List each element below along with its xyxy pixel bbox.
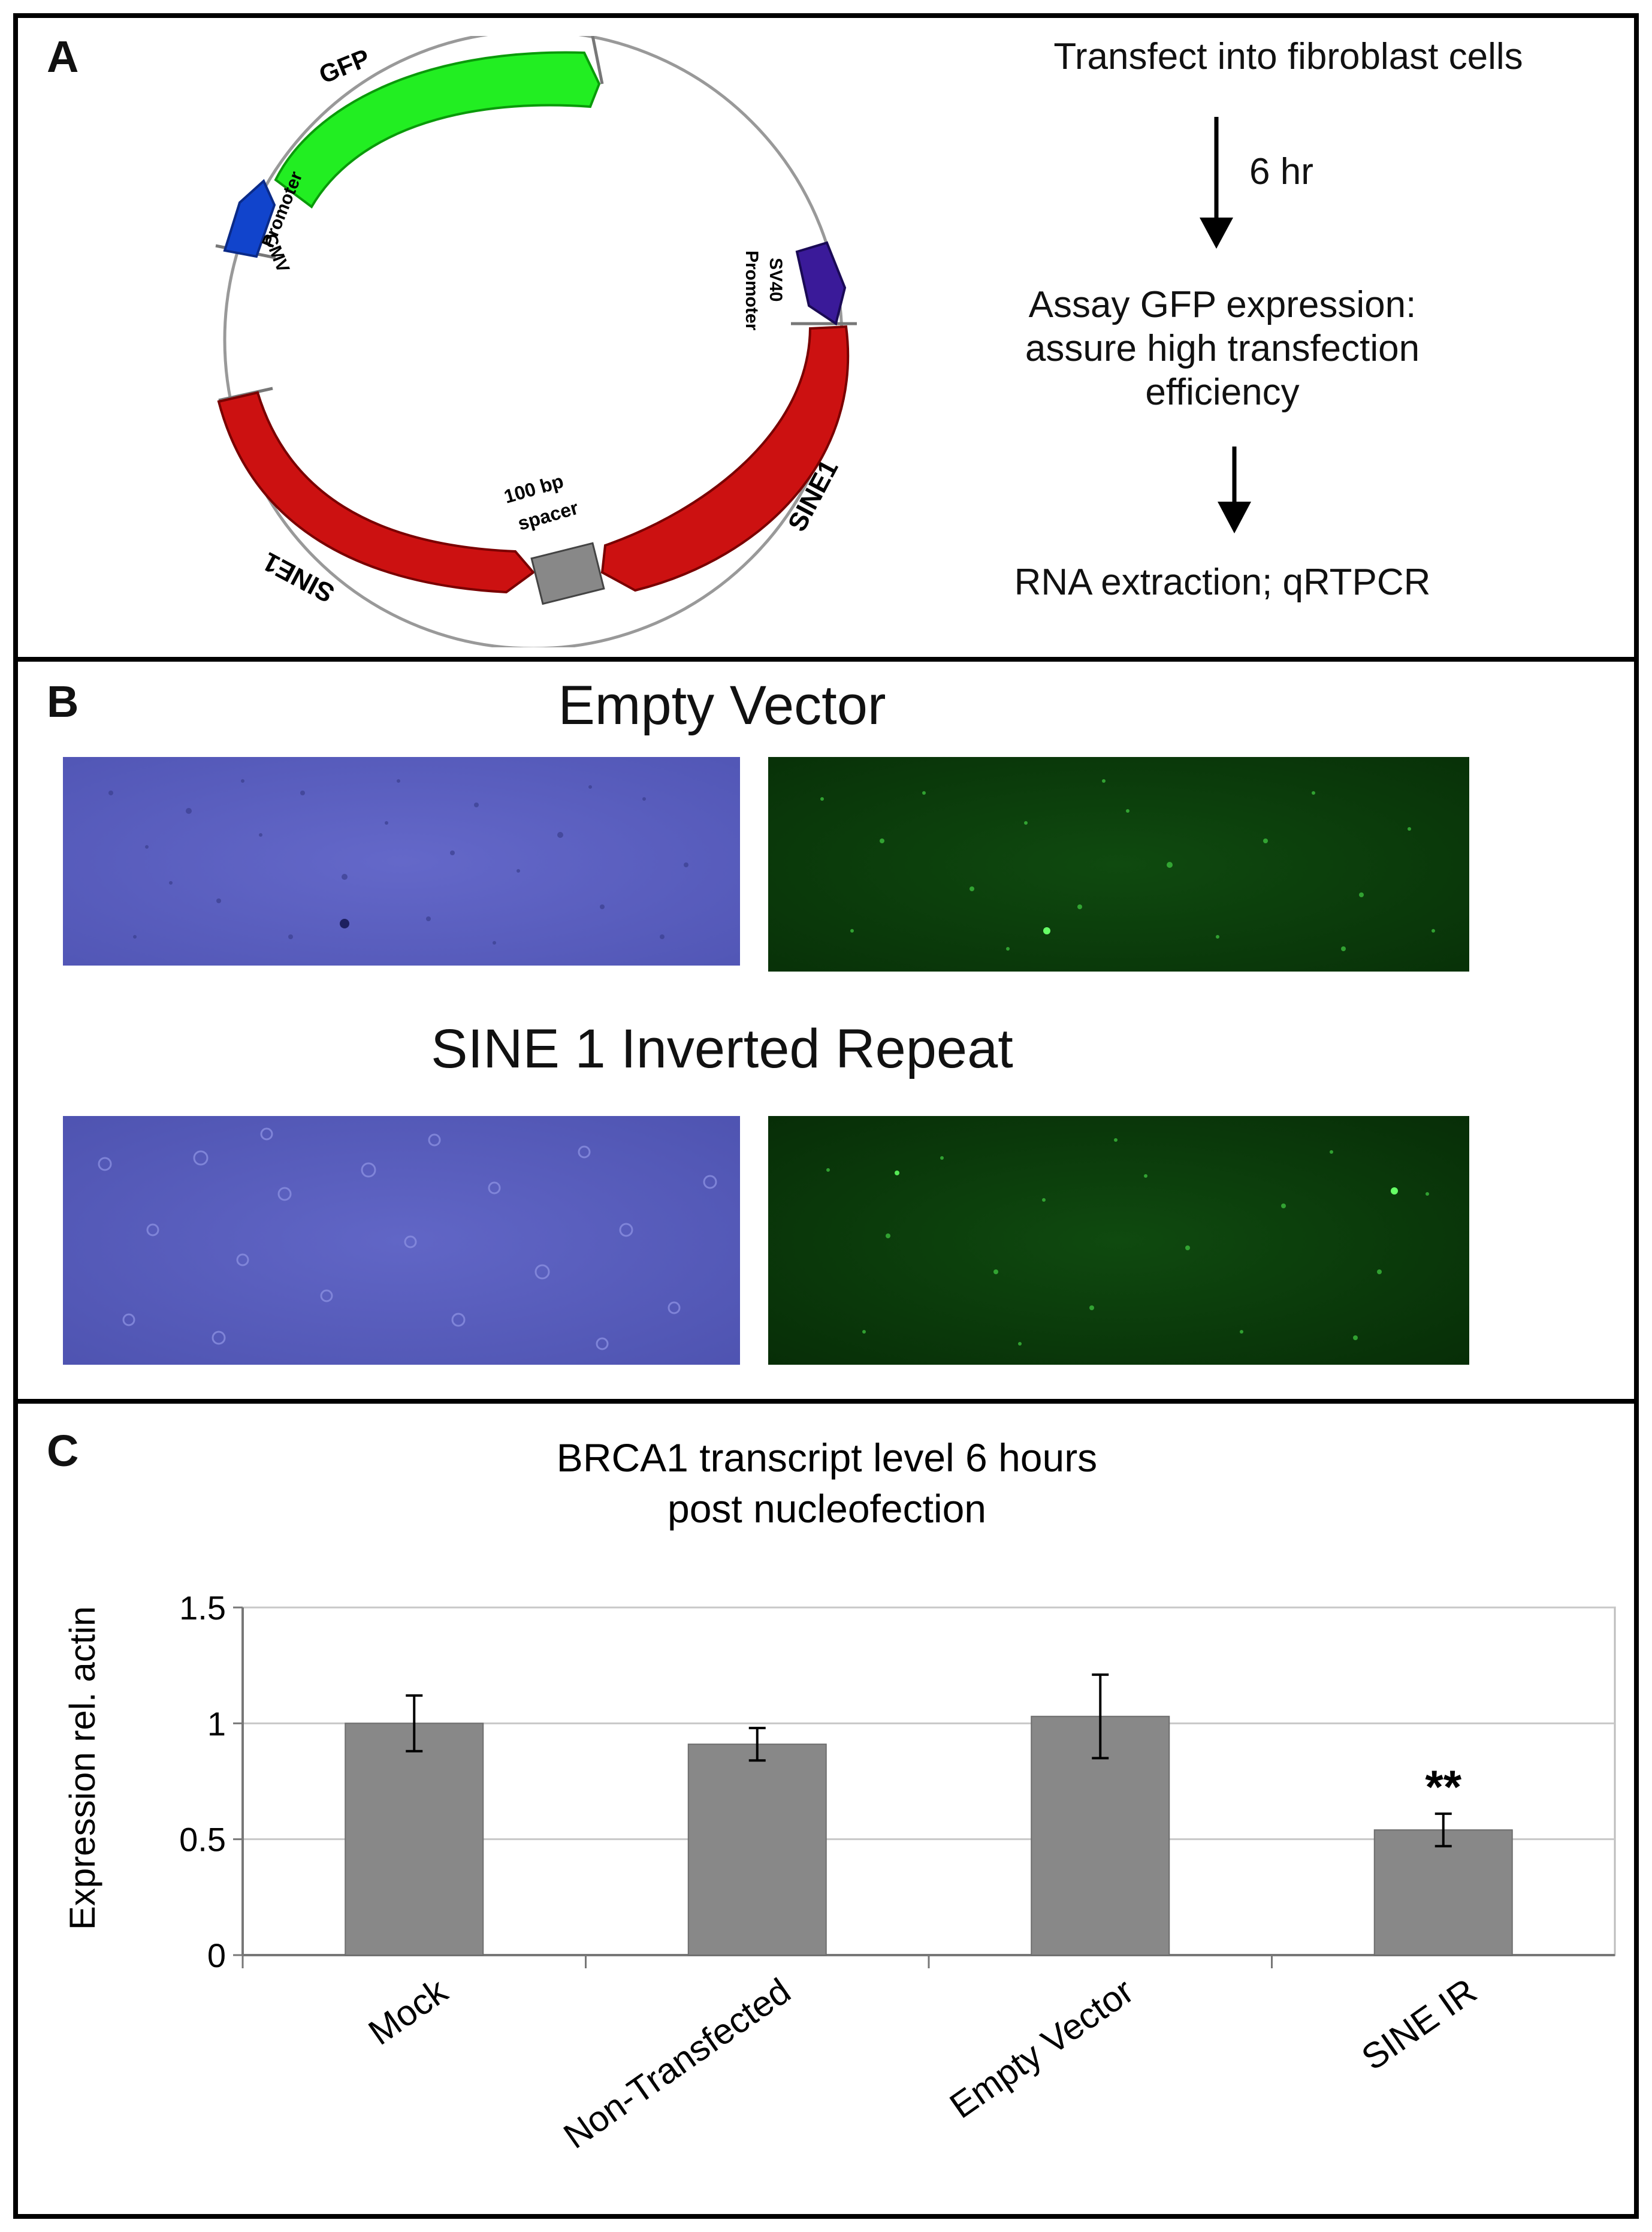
bar-non-transfected [687, 1744, 827, 1956]
chart-title-line1: BRCA1 transcript level 6 hours [557, 1435, 1097, 1480]
divider-b-c [13, 1399, 1639, 1404]
bar-mock [345, 1723, 484, 1956]
gfp-segment [274, 51, 601, 209]
flow-time-label: 6 hr [1249, 151, 1313, 192]
sine-ir-title: SINE 1 Inverted Repeat [431, 1018, 1013, 1079]
empty-vector-title: Empty Vector [558, 675, 886, 736]
plasmid-map: GFP CMV Promoter SV40 Promoter SINE1 SIN… [215, 36, 857, 647]
figure-frame [13, 13, 1639, 2219]
sv40-label: SV40 [766, 258, 786, 301]
flow-arrow-1 [1200, 117, 1233, 249]
gfp-end-tick [591, 36, 604, 85]
flow-step-assay-line3: efficiency [1145, 372, 1300, 413]
sine1-right-segment [600, 325, 850, 592]
y-tick-label: 1.5 [179, 1589, 226, 1627]
flow-step-assay-line1: Assay GFP expression: [1028, 284, 1417, 325]
panel-a-label: A [47, 32, 79, 82]
flow-arrow-2 [1218, 447, 1251, 533]
flow-step-transfect: Transfect into fibroblast cells [1053, 36, 1523, 77]
divider-a-b [13, 657, 1639, 662]
sv40-promoter-label: Promoter [742, 251, 762, 331]
y-axis-label: Expression rel. actin [62, 1606, 102, 1930]
x-tick-label: SINE IR [1354, 1971, 1484, 2078]
sine-ir-fluorescence-image [768, 1116, 1469, 1365]
y-tick-label: 0.5 [179, 1821, 226, 1859]
x-tick-label: Non-Transfected [557, 1971, 798, 2156]
x-tick-label: Mock [361, 1970, 455, 2053]
flow-step-rna: RNA extraction; qRTPCR [1014, 562, 1431, 603]
y-tick-label: 0 [207, 1937, 226, 1974]
significance-marker: ** [1425, 1760, 1461, 1813]
panel-c-label: C [47, 1426, 79, 1476]
sine-ir-brightfield-image [63, 1116, 740, 1365]
panel-b-label: B [47, 677, 79, 726]
empty-vector-brightfield-image [63, 757, 740, 966]
sv40-promoter-segment [795, 241, 847, 326]
sine1-left-segment [217, 391, 535, 594]
bar-sine-ir [1373, 1829, 1513, 1956]
cmv-promoter-segment [223, 179, 276, 258]
spacer-segment [530, 542, 605, 605]
x-tick-label: Empty Vector [943, 1971, 1141, 2127]
y-tick-label: 1 [207, 1705, 226, 1742]
empty-vector-fluorescence-image [768, 757, 1469, 972]
chart-title-line2: post nucleofection [668, 1486, 986, 1531]
flow-step-assay-line2: assure high transfection [1025, 328, 1420, 369]
